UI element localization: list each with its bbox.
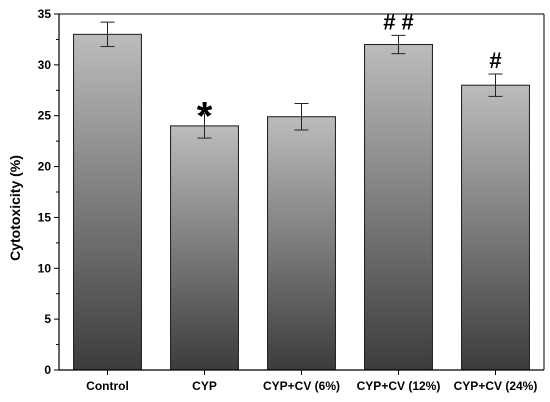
error-bar-4: [488, 73, 503, 97]
bar-3: [364, 44, 433, 371]
error-bars: [100, 21, 503, 139]
x-tick-label-3: CYP+CV (12%): [357, 379, 441, 393]
x-tick-label-2: CYP+CV (6%): [263, 379, 340, 393]
bar-4: [461, 84, 530, 371]
annotation-3: # #: [383, 9, 414, 34]
y-tick-label-6: 30: [38, 58, 52, 72]
error-bar-1: [197, 113, 212, 139]
y-tick-label-5: 25: [38, 109, 52, 123]
x-tick-label-0: Control: [86, 379, 129, 393]
y-tick-label-3: 15: [38, 210, 52, 224]
y-axis-title: Cytotoxicity (%): [7, 155, 23, 261]
y-tick-label-2: 10: [38, 261, 52, 275]
error-bar-0: [100, 21, 115, 48]
bars: [73, 33, 530, 371]
error-bar-3: [391, 34, 406, 55]
x-ticks: Control CYP CYP+CV (6%) CYP+CV (12%) CYP+CV …: [86, 370, 537, 393]
y-tick-label-1: 5: [44, 312, 51, 326]
x-tick-label-4: CYP+CV (24%): [454, 379, 538, 393]
significance-annotations: * # # #: [197, 9, 502, 138]
bar-1: [170, 125, 239, 371]
y-ticks: 0 5 10 15 20 25 30 35: [38, 7, 59, 377]
annotation-1: *: [197, 95, 213, 139]
y-tick-label-0: 0: [44, 363, 51, 377]
x-tick-label-1: CYP: [192, 379, 217, 393]
y-tick-label-4: 20: [38, 160, 52, 174]
bar-0: [73, 33, 142, 371]
annotation-4: #: [489, 48, 501, 73]
y-tick-label-7: 35: [38, 7, 52, 21]
bar-2: [267, 116, 336, 371]
error-bar-2: [294, 103, 309, 131]
